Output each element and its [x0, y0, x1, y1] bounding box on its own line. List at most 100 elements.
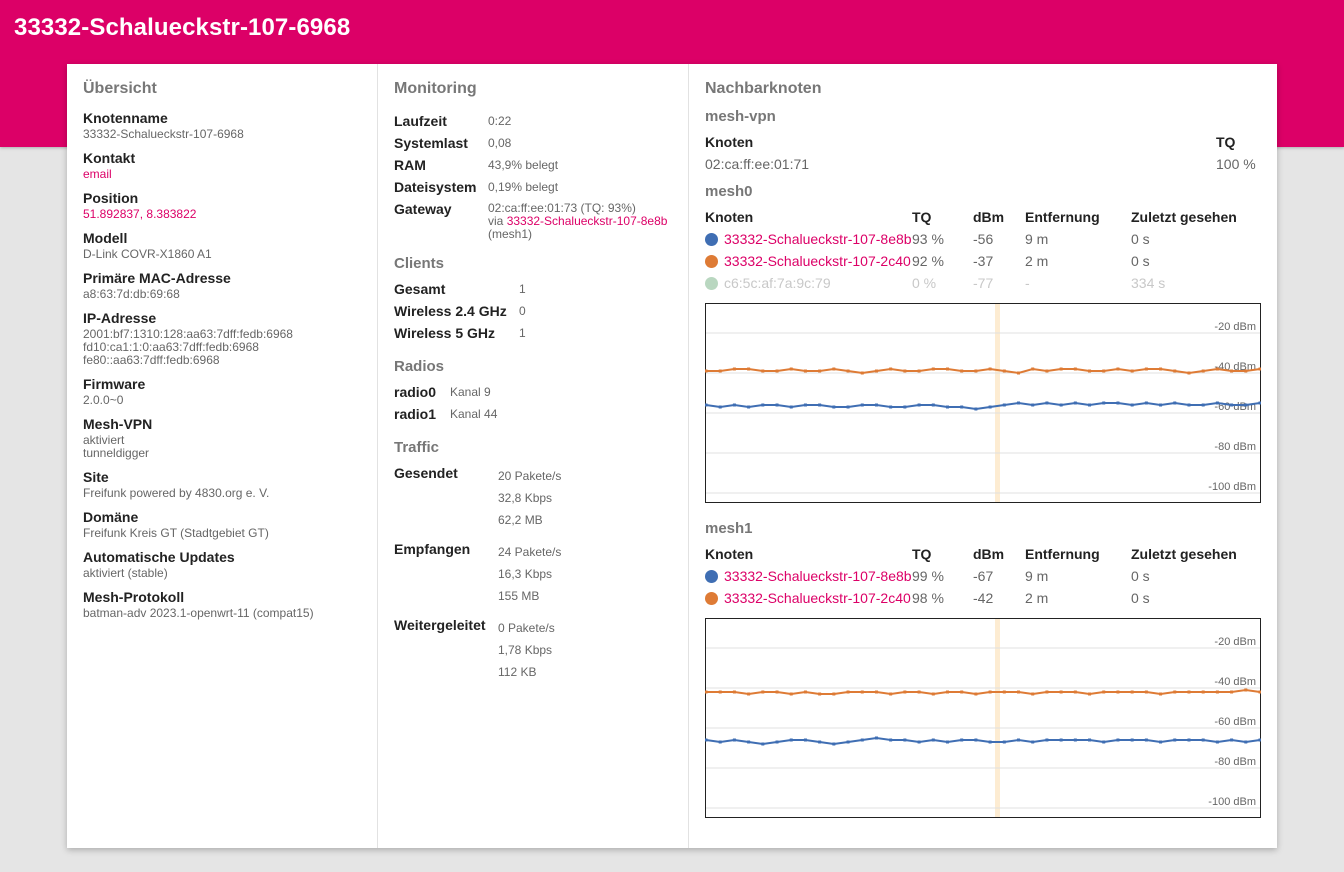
overview-item-label: Mesh-Protokoll: [83, 589, 185, 605]
overview-value-line: tunneldigger: [83, 446, 150, 460]
mesh1-title: mesh1: [705, 520, 753, 537]
overview-item-label: Primäre MAC-Adresse: [83, 270, 231, 286]
neighbour-tq: 0 %: [912, 275, 937, 291]
data-point: [1017, 371, 1021, 375]
neighbour-node-cell[interactable]: 33332-Schalueckstr-107-8e8b: [705, 228, 912, 250]
overview-item: Domäne Freifunk Kreis GT (Stadtgebiet GT): [83, 509, 361, 540]
data-point: [988, 367, 992, 371]
data-point: [789, 692, 793, 696]
data-point: [1201, 403, 1205, 407]
gateway-via: via: [488, 214, 504, 228]
data-point: [1144, 401, 1148, 405]
dateisystem-label: Dateisystem: [394, 179, 477, 195]
data-point: [1102, 369, 1106, 373]
data-point: [860, 403, 864, 407]
time-marker: [995, 304, 1000, 502]
column-last-seen: Zuletzt gesehen: [1131, 209, 1237, 225]
overview-item-link[interactable]: 51.892837, 8.383822: [83, 208, 361, 221]
data-point: [1215, 367, 1219, 371]
clients-table: Gesamt 1 Wireless 2.4 GHz 0 Wireless 5 G…: [394, 278, 526, 344]
column-dbm: dBm: [973, 546, 1005, 562]
data-point: [1088, 369, 1092, 373]
traffic-packets: 0 Pakete/s: [498, 621, 555, 635]
data-point: [1130, 403, 1134, 407]
data-point: [747, 405, 751, 409]
data-point: [960, 405, 964, 409]
overview-item-label: Domäne: [83, 509, 139, 525]
clients-value: 1: [519, 326, 526, 340]
column-tq: TQ: [1216, 134, 1236, 150]
gateway-node-link[interactable]: 33332-Schalueckstr-107-8e8b: [506, 214, 668, 228]
overview-item: Site Freifunk powered by 4830.org e. V.: [83, 469, 361, 500]
mesh1-signal-chart: -20 dBm -40 dBm -60 dBm -80 dBm -100 dBm: [705, 618, 1261, 818]
radio-row: radio0 Kanal 9: [394, 381, 497, 403]
neighbour-node-cell[interactable]: 33332-Schalueckstr-107-2c40: [705, 587, 912, 609]
column-tq: TQ: [912, 546, 932, 562]
neighbour-last-seen: 0 s: [1131, 590, 1150, 606]
data-point: [974, 407, 978, 411]
clients-title: Clients: [394, 255, 445, 272]
data-point: [1102, 740, 1106, 744]
data-point: [1173, 401, 1177, 405]
data-point: [974, 692, 978, 696]
data-point: [889, 738, 893, 742]
traffic-row: Weitergeleitet 0 Pakete/s 1,78 Kbps 112 …: [394, 614, 561, 690]
data-point: [803, 369, 807, 373]
data-point: [1059, 690, 1063, 694]
neighbour-dbm: -77: [973, 275, 994, 291]
gateway-via-line: via 33332-Schalueckstr-107-8e8b (mesh1): [488, 215, 672, 241]
overview-value-line: a8:63:7d:db:69:68: [83, 287, 180, 301]
overview-item-label: Modell: [83, 230, 128, 246]
table-row: 33332-Schalueckstr-107-2c40 98 % -42 2 m 0 s: [705, 587, 1261, 609]
neighbour-distance: 9 m: [1025, 231, 1049, 247]
overview-item-link[interactable]: email: [83, 168, 361, 181]
traffic-row: Gesendet 20 Pakete/s 32,8 Kbps 62,2 MB: [394, 462, 561, 538]
overview-value-line: D-Link COVR-X1860 A1: [83, 247, 212, 261]
data-point: [1144, 690, 1148, 694]
radio-row: radio1 Kanal 44: [394, 403, 497, 425]
data-point: [917, 369, 921, 373]
clients-row: Wireless 2.4 GHz 0: [394, 300, 526, 322]
neighbour-last-seen: 0 s: [1131, 253, 1150, 269]
data-point: [1215, 740, 1219, 744]
node-card: Übersicht Knotenname 33332-Schalueckstr-1…: [67, 64, 1277, 848]
overview-value-line: aktiviert: [83, 433, 125, 447]
overview-item-value: Freifunk Kreis GT (Stadtgebiet GT): [83, 527, 361, 540]
data-point: [747, 740, 751, 744]
neighbour-node-cell[interactable]: 33332-Schalueckstr-107-8e8b: [705, 565, 912, 587]
data-point: [931, 403, 935, 407]
neighbour-distance: 2 m: [1025, 253, 1049, 269]
overview-item: Knotenname 33332-Schalueckstr-107-6968: [83, 110, 361, 141]
neighbour-dbm: -56: [973, 231, 994, 247]
chart-frame: [705, 618, 1261, 818]
data-point: [988, 740, 992, 744]
data-point: [1031, 403, 1035, 407]
table-row: 33332-Schalueckstr-107-8e8b 93 % -56 9 m 0 s: [705, 228, 1261, 250]
data-point: [818, 403, 822, 407]
overview-item-label: Automatische Updates: [83, 549, 235, 565]
data-point: [1187, 371, 1191, 375]
neighbour-last-seen: 0 s: [1131, 231, 1150, 247]
overview-value-line: batman-adv 2023.1-openwrt-11 (compat15): [83, 606, 314, 620]
data-point: [1258, 738, 1261, 742]
overview-column: Übersicht Knotenname 33332-Schalueckstr-1…: [67, 64, 378, 848]
overview-value-line: 2.0.0~0: [83, 393, 124, 407]
data-point: [818, 369, 822, 373]
data-point: [1159, 403, 1163, 407]
monitoring-row-systemlast: Systemlast 0,08: [394, 132, 672, 154]
data-point: [761, 742, 765, 746]
data-point: [1116, 738, 1120, 742]
series-line: [705, 736, 1261, 746]
column-last-seen: Zuletzt gesehen: [1131, 546, 1237, 562]
data-point: [803, 738, 807, 742]
data-point: [931, 738, 935, 742]
series-color-dot: [705, 592, 718, 605]
column-dbm: dBm: [973, 209, 1005, 225]
overview-item-value: aktiviert tunneldigger: [83, 434, 361, 460]
overview-item-value: batman-adv 2023.1-openwrt-11 (compat15): [83, 607, 361, 620]
data-point: [1258, 401, 1261, 405]
neighbour-distance: -: [1025, 275, 1030, 291]
page-title: 33332-Schalueckstr-107-6968: [14, 14, 351, 41]
neighbour-dbm: -67: [973, 568, 994, 584]
neighbour-node-cell[interactable]: 33332-Schalueckstr-107-2c40: [705, 250, 912, 272]
